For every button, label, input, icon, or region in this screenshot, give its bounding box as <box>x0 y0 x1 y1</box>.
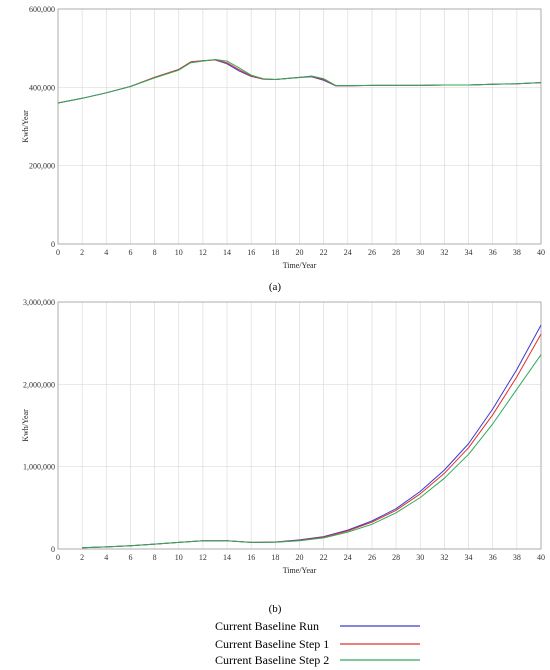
x-tick-label-b: 6 <box>128 553 132 562</box>
x-tick-label-b: 36 <box>489 553 497 562</box>
x-tick-label-b: 16 <box>247 553 255 562</box>
x-tick-label-b: 30 <box>416 553 424 562</box>
legend-label-run: Current Baseline Run <box>215 619 319 633</box>
x-tick-label-b: 20 <box>296 553 304 562</box>
x-tick-label-a: 38 <box>513 248 521 257</box>
x-tick-label-a: 2 <box>80 248 84 257</box>
x-tick-label-a: 12 <box>199 248 207 257</box>
x-tick-label-b: 32 <box>440 553 448 562</box>
x-tick-label-a: 34 <box>465 248 473 257</box>
x-tick-label-b: 4 <box>104 553 108 562</box>
x-tick-label-a: 30 <box>416 248 424 257</box>
y-tick-label-b: 3,000,000 <box>23 298 55 307</box>
x-tick-label-b: 26 <box>368 553 376 562</box>
legend: Current Baseline Run Current Baseline St… <box>215 619 420 667</box>
y-tick-label-a: 400,000 <box>29 83 55 92</box>
series-line-step1-b <box>82 333 542 549</box>
x-tick-label-b: 0 <box>56 553 60 562</box>
legend-label-step2: Current Baseline Step 2 <box>215 653 329 667</box>
x-tick-label-a: 10 <box>175 248 183 257</box>
x-tick-label-a: 18 <box>271 248 279 257</box>
chart-b: 0 2 4 6 8 10 12 14 16 18 20 22 24 26 28 30 32 34 36 38 4001,… <box>21 298 545 575</box>
x-tick-label-a: 36 <box>489 248 497 257</box>
x-tick-label-a: 8 <box>153 248 157 257</box>
y-tick-label-a: 600,000 <box>29 5 55 14</box>
x-tick-label-b: 34 <box>465 553 473 562</box>
y-axis-label-a: Kwh/Year <box>21 110 30 143</box>
chart-a: 0 2 4 6 8 10 12 14 16 18 20 22 24 26 28 30 32 34 36 38 40020… <box>21 5 545 270</box>
y-axis-label-b: Kwh/Year <box>21 409 30 442</box>
y-tick-label-b: 1,000,000 <box>23 463 55 472</box>
x-tick-label-b: 2 <box>80 553 84 562</box>
y-tick-label-b: 0 <box>51 545 55 554</box>
x-tick-label-a: 24 <box>344 248 352 257</box>
caption-a: (a) <box>269 281 282 293</box>
x-tick-label-a: 22 <box>320 248 328 257</box>
x-tick-label-a: 0 <box>56 248 60 257</box>
x-tick-label-a: 16 <box>247 248 255 257</box>
y-tick-label-b: 2,000,000 <box>23 380 55 389</box>
x-tick-label-b: 14 <box>223 553 231 562</box>
x-axis-label-b: Time/Year <box>283 566 317 575</box>
x-tick-label-b: 18 <box>271 553 279 562</box>
y-tick-label-a: 200,000 <box>29 162 55 171</box>
series-line-run-b <box>82 324 542 549</box>
x-tick-label-a: 14 <box>223 248 231 257</box>
x-tick-label-b: 22 <box>320 553 328 562</box>
x-tick-label-a: 32 <box>440 248 448 257</box>
x-tick-label-a: 4 <box>104 248 108 257</box>
x-tick-label-b: 40 <box>537 553 545 562</box>
x-tick-label-a: 40 <box>537 248 545 257</box>
x-tick-label-b: 24 <box>344 553 352 562</box>
legend-label-step1: Current Baseline Step 1 <box>215 637 329 651</box>
plot-frame-b <box>57 301 542 550</box>
x-tick-label-b: 12 <box>199 553 207 562</box>
x-tick-label-a: 28 <box>392 248 400 257</box>
y-tick-label-a: 0 <box>51 240 55 249</box>
x-tick-label-b: 28 <box>392 553 400 562</box>
x-axis-label-a: Time/Year <box>283 261 317 270</box>
x-tick-label-b: 10 <box>175 553 183 562</box>
series-line-step2-b <box>82 354 542 549</box>
x-tick-label-a: 26 <box>368 248 376 257</box>
plot-frame-a <box>57 8 542 245</box>
x-tick-label-b: 38 <box>513 553 521 562</box>
x-tick-label-a: 6 <box>128 248 132 257</box>
x-tick-label-a: 20 <box>296 248 304 257</box>
x-tick-label-b: 8 <box>153 553 157 562</box>
series-line-step2-a <box>57 59 542 104</box>
caption-b: (b) <box>269 603 282 615</box>
